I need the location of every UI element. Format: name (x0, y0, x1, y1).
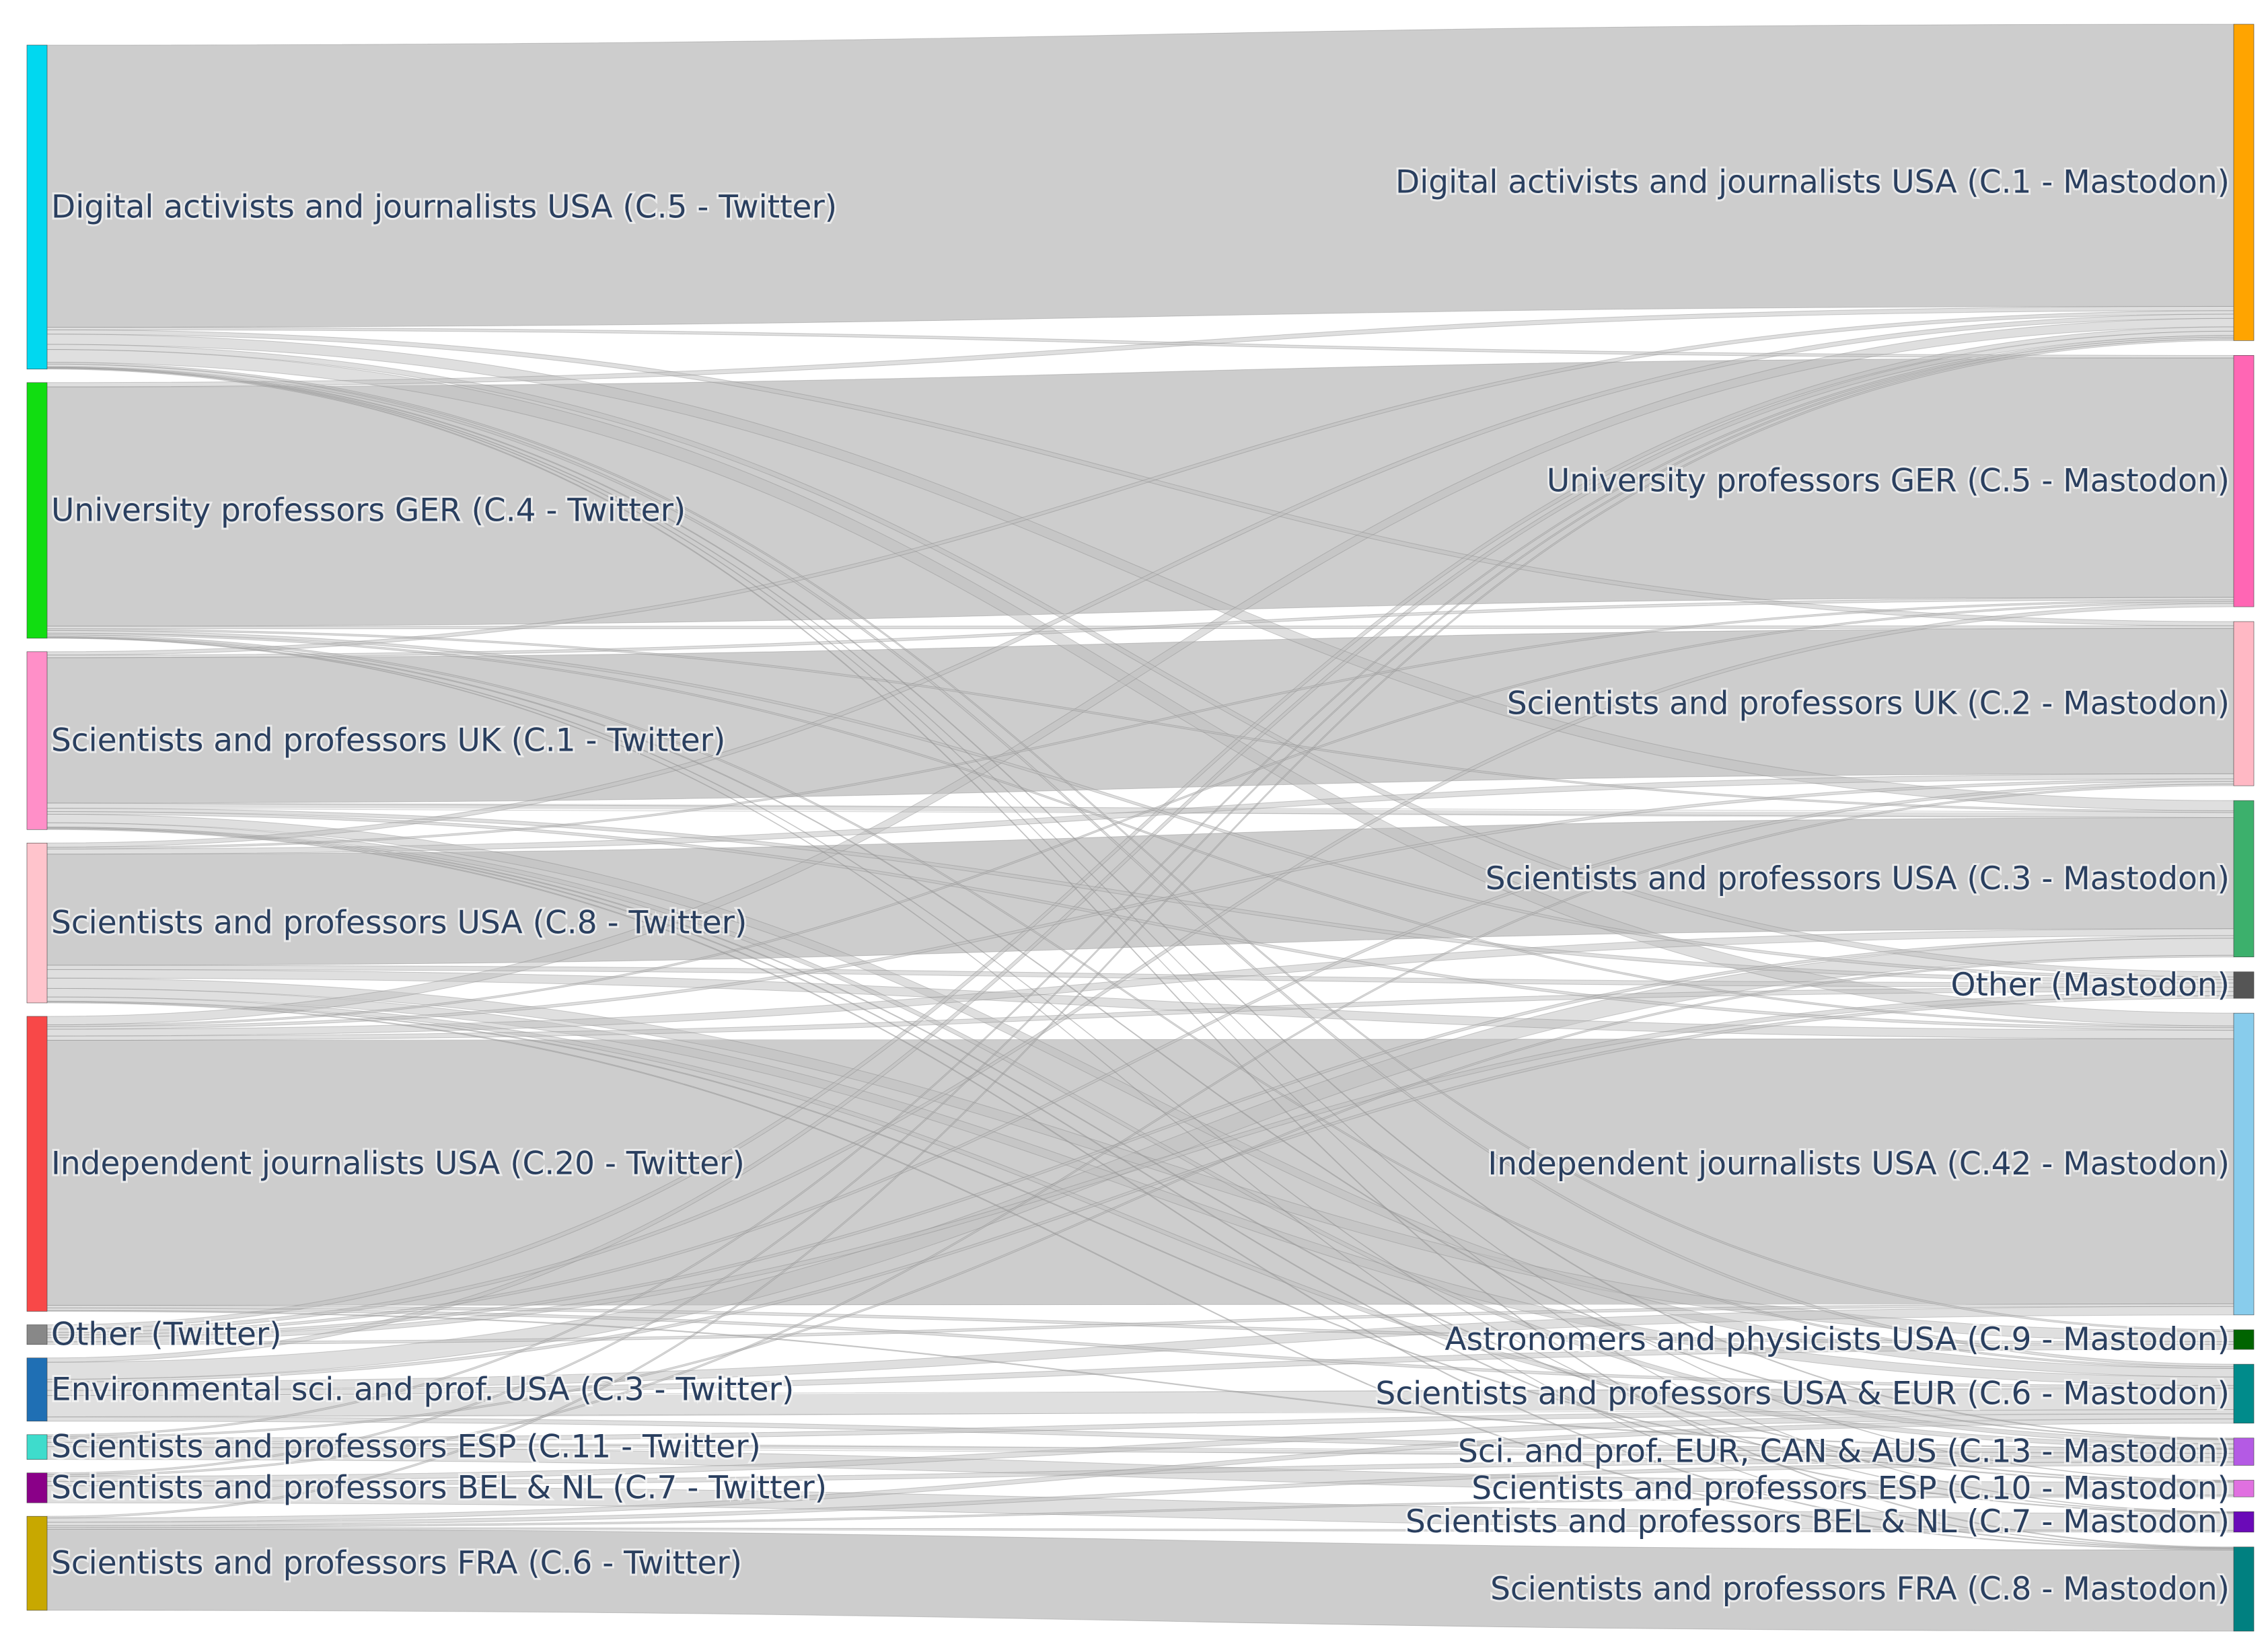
target-label-t_c10: Scientists and professors ESP (C.10 - Ma… (1471, 1470, 2230, 1507)
source-node-s_c6[interactable] (26, 1515, 48, 1611)
source-node-s_c7[interactable] (26, 1472, 48, 1503)
source-label-s_c11: Scientists and professors ESP (C.11 - Tw… (51, 1429, 761, 1466)
target-node-t_c9[interactable] (2233, 1329, 2255, 1350)
source-node-s_c4[interactable] (26, 382, 48, 639)
target-label-t_c7: Scientists and professors BEL & NL (C.7 … (1405, 1503, 2230, 1540)
target-label-t_other: Other (Mastodon) (1951, 967, 2230, 1004)
source-node-s_c1[interactable] (26, 651, 48, 830)
source-label-s_c6: Scientists and professors FRA (C.6 - Twi… (51, 1545, 742, 1582)
source-label-s_c20: Independent journalists USA (C.20 - Twit… (51, 1146, 745, 1183)
target-node-t_c7[interactable] (2233, 1511, 2255, 1533)
target-node-t_c42[interactable] (2233, 1012, 2255, 1316)
source-node-s_c8[interactable] (26, 842, 48, 1004)
target-label-t_c8: Scientists and professors FRA (C.8 - Mas… (1490, 1571, 2230, 1608)
target-label-t_c9: Astronomers and physicists USA (C.9 - Ma… (1445, 1321, 2230, 1358)
source-label-s_c8: Scientists and professors USA (C.8 - Twi… (51, 905, 747, 942)
target-node-t_c6[interactable] (2233, 1363, 2255, 1424)
target-node-t_c2[interactable] (2233, 621, 2255, 786)
target-node-t_c13[interactable] (2233, 1437, 2255, 1466)
target-label-t_c42: Independent journalists USA (C.42 - Mast… (1488, 1146, 2230, 1183)
source-label-s_c7: Scientists and professors BEL & NL (C.7 … (51, 1469, 827, 1506)
source-node-s_other[interactable] (26, 1324, 48, 1345)
target-node-t_c3[interactable] (2233, 800, 2255, 958)
target-label-t_c13: Sci. and prof. EUR, CAN & AUS (C.13 - Ma… (1458, 1433, 2230, 1470)
source-node-s_c11[interactable] (26, 1434, 48, 1460)
target-label-t_c5: University professors GER (C.5 - Mastodo… (1547, 463, 2230, 500)
source-node-s_c5[interactable] (26, 44, 48, 370)
source-node-s_c20[interactable] (26, 1016, 48, 1312)
target-label-t_c2: Scientists and professors UK (C.2 - Mast… (1507, 685, 2230, 722)
target-node-t_c8[interactable] (2233, 1546, 2255, 1632)
nodes (26, 24, 2255, 1632)
source-label-s_other: Other (Twitter) (51, 1316, 282, 1353)
target-node-t_other[interactable] (2233, 971, 2255, 999)
source-label-s_c5: Digital activists and journalists USA (C… (51, 188, 837, 225)
source-node-s_c3[interactable] (26, 1357, 48, 1422)
source-label-s_c4: University professors GER (C.4 - Twitter… (51, 492, 686, 529)
target-label-t_c6: Scientists and professors USA & EUR (C.6… (1375, 1375, 2230, 1412)
flow-links (46, 24, 2234, 1632)
source-label-s_c1: Scientists and professors UK (C.1 - Twit… (51, 722, 725, 759)
target-node-t_c10[interactable] (2233, 1480, 2255, 1497)
source-label-s_c3: Environmental sci. and prof. USA (C.3 - … (51, 1371, 794, 1408)
target-label-t_c3: Scientists and professors USA (C.3 - Mas… (1486, 860, 2230, 897)
target-node-t_c1[interactable] (2233, 24, 2255, 341)
target-label-t_c1: Digital activists and journalists USA (C… (1395, 164, 2230, 201)
target-node-t_c5[interactable] (2233, 355, 2255, 607)
node-labels: Digital activists and journalists USA (C… (49, 162, 2232, 1610)
